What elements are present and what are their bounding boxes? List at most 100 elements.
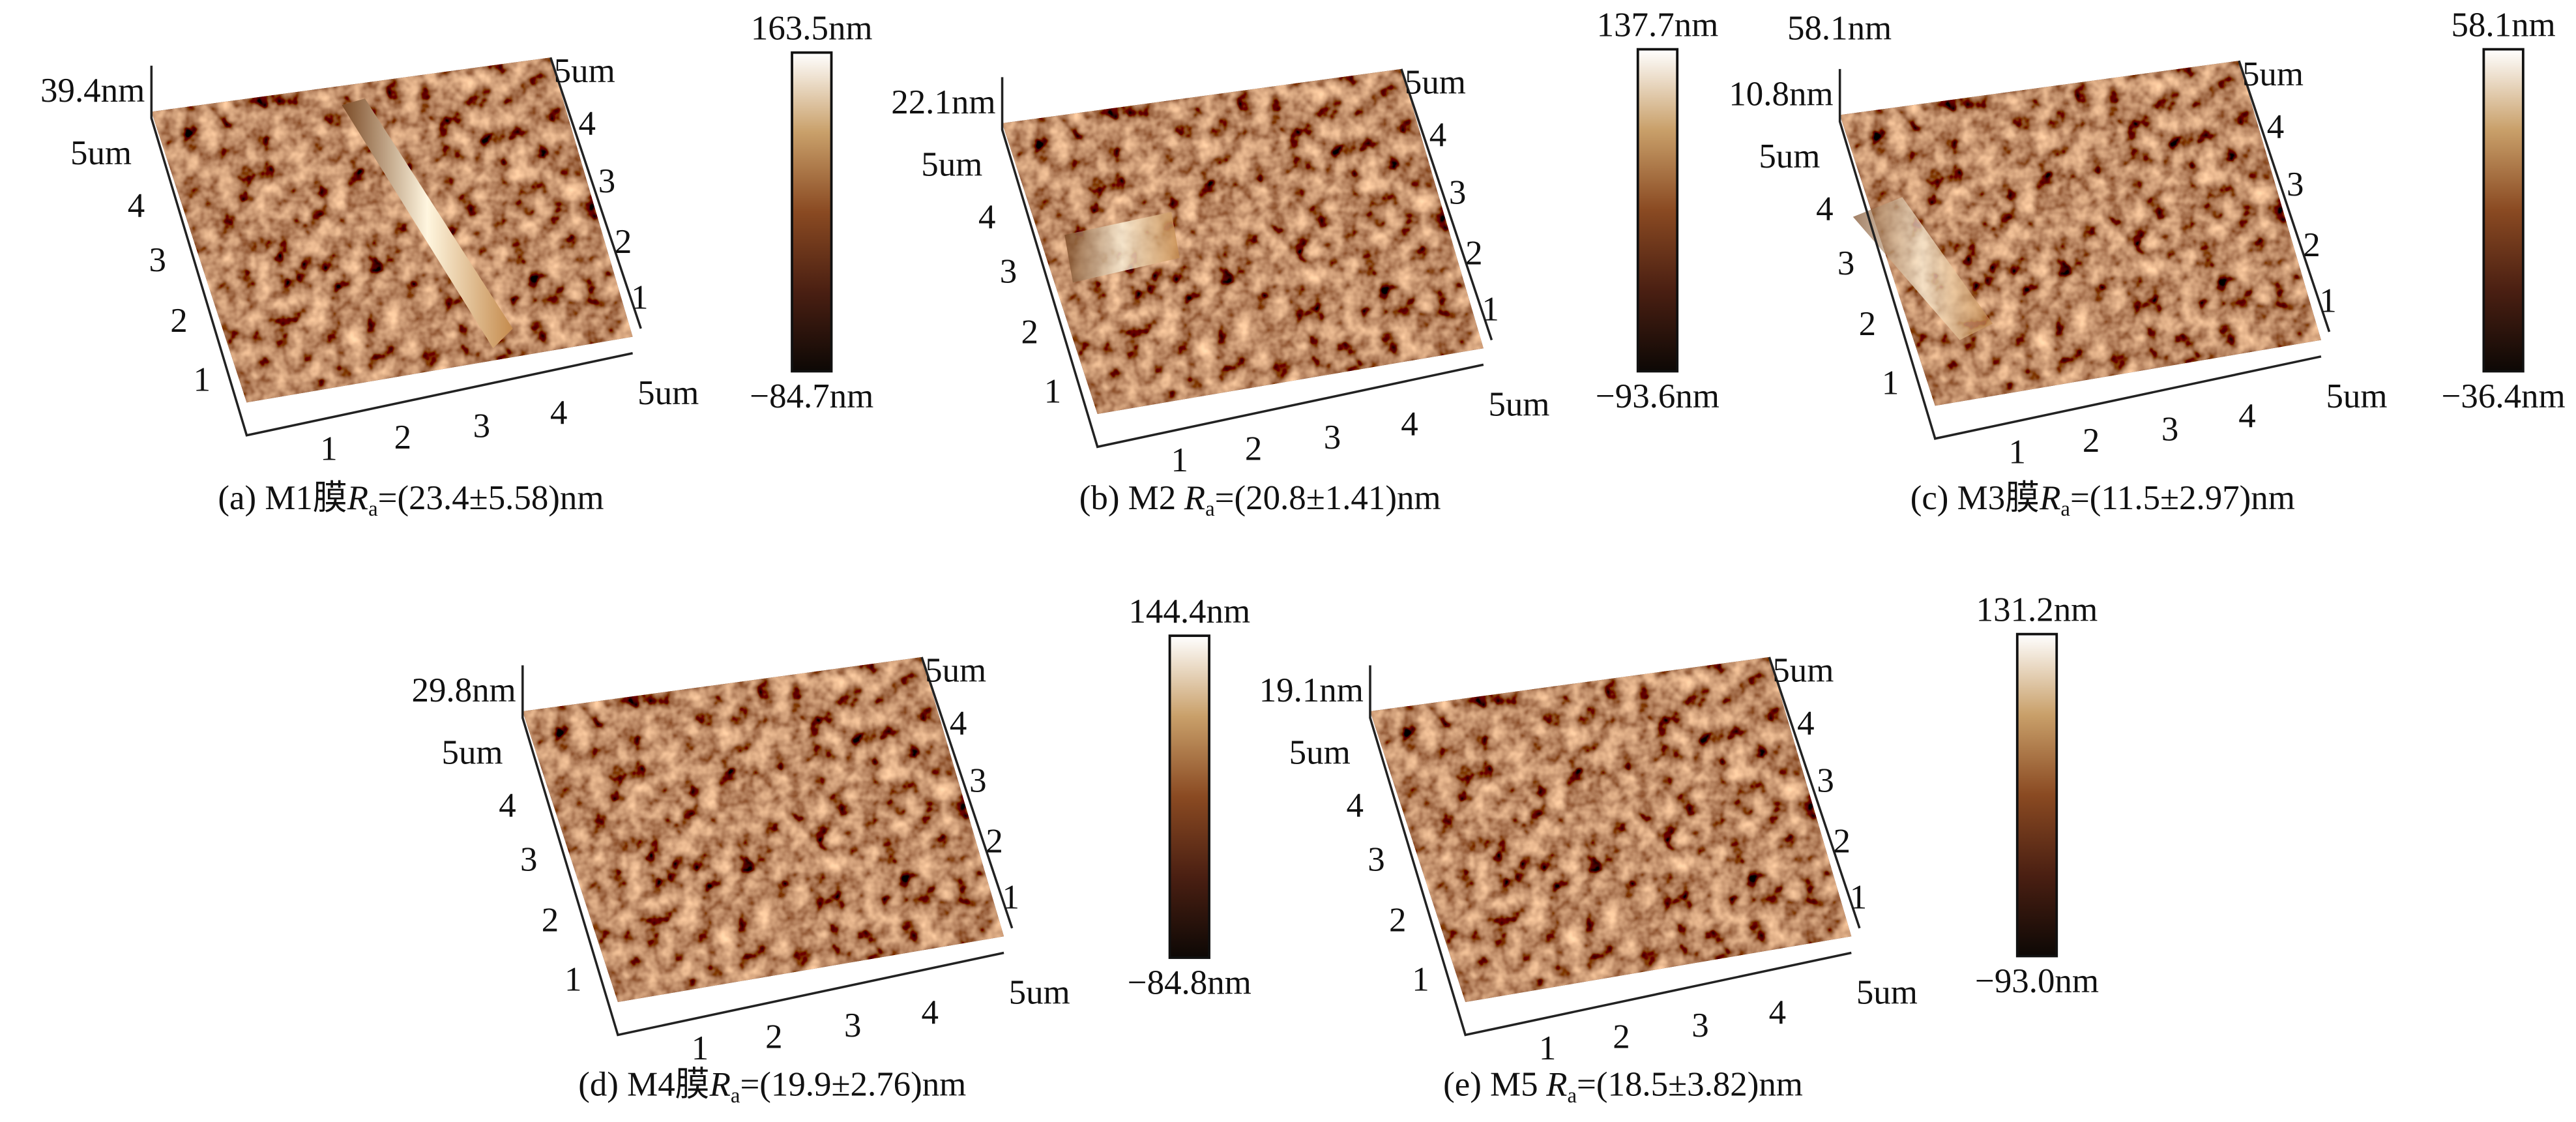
caption-subscript: a xyxy=(731,1084,740,1108)
bottom-tick-label: 4 xyxy=(2238,397,2255,435)
colorbar xyxy=(1168,634,1210,959)
caption-value: =(11.5±2.97)nm xyxy=(2070,479,2295,517)
caption: (c) M3膜Ra=(11.5±2.97)nm xyxy=(1910,479,2295,521)
surface-ridge xyxy=(1064,212,1180,283)
right-tick-label: 4 xyxy=(578,105,595,143)
bottom-tick-label: 1 xyxy=(1171,441,1188,479)
colorbar-max: 58.1nm xyxy=(2452,6,2556,44)
bottom-tick-label: 4 xyxy=(1401,406,1418,443)
axis-lines xyxy=(1369,657,1861,1037)
colorbar-max: 163.5nm xyxy=(751,9,873,47)
right-tick-label: 5um xyxy=(1772,652,1834,690)
colorbar-max: 137.7nm xyxy=(1597,6,1719,44)
left-tick-label: 4 xyxy=(978,198,995,236)
caption-label: (e) M5 xyxy=(1443,1066,1538,1104)
left-tick-label: 3 xyxy=(1368,840,1384,878)
right-tick-label: 4 xyxy=(1429,116,1446,154)
bottom-tick-label: 4 xyxy=(1769,994,1786,1031)
z-label: 29.8nm xyxy=(412,672,516,709)
right-tick-label: 2 xyxy=(1834,823,1851,861)
colorbar-min: −84.8nm xyxy=(1128,964,1251,1001)
right-tick-label: 1 xyxy=(1003,878,1019,916)
left-tick-label: 5um xyxy=(70,134,132,172)
left-tick-label: 1 xyxy=(1882,364,1899,402)
left-tick-label: 1 xyxy=(194,361,211,399)
left-tick-label: 3 xyxy=(520,840,537,878)
left-tick-label: 1 xyxy=(564,960,581,998)
left-tick-label: 1 xyxy=(1412,960,1429,998)
left-tick-label: 2 xyxy=(1021,314,1038,351)
right-tick-label: 4 xyxy=(2267,108,2284,146)
colorbar xyxy=(2015,632,2058,958)
caption-value: =(23.4±5.58)nm xyxy=(378,479,604,517)
left-tick-label: 5um xyxy=(921,146,982,184)
colorbar-min: −84.7nm xyxy=(750,377,873,415)
surface-texture xyxy=(1002,68,1484,414)
bottom-tick-label: 1 xyxy=(1539,1029,1556,1067)
caption: (e) M5 Ra=(18.5±3.82)nm xyxy=(1443,1066,1803,1108)
bottom-tick-label: 3 xyxy=(473,407,490,445)
caption-value: =(19.9±2.76)nm xyxy=(740,1066,966,1104)
bottom-tick-label: 2 xyxy=(1613,1018,1630,1056)
caption-symbol: R xyxy=(1545,1066,1567,1104)
caption-subscript: a xyxy=(1568,1084,1577,1108)
right-tick-label: 4 xyxy=(950,704,967,742)
bottom-tick-label: 5um xyxy=(1488,386,1549,424)
bottom-tick-label: 2 xyxy=(1245,430,1262,468)
colorbar-min: −93.6nm xyxy=(1596,377,1720,415)
axis-lines xyxy=(1001,68,1493,449)
left-tick-label: 2 xyxy=(1859,305,1876,343)
bottom-tick-label: 4 xyxy=(550,394,567,432)
caption: (b) M2 Ra=(20.8±1.41)nm xyxy=(1079,479,1441,521)
surface-texture xyxy=(151,57,633,403)
z-label: 22.1nm xyxy=(891,83,995,121)
left-tick-label: 2 xyxy=(542,902,559,939)
right-tick-label: 1 xyxy=(2319,282,2336,320)
surface-texture xyxy=(522,657,1004,1003)
caption-label: (a) M1膜 xyxy=(218,479,347,517)
surface-texture xyxy=(1369,657,1852,1003)
caption-label: (d) M4膜 xyxy=(578,1066,709,1104)
bottom-tick-label: 3 xyxy=(1691,1007,1708,1044)
bottom-tick-label: 3 xyxy=(844,1007,861,1044)
bottom-tick-label: 2 xyxy=(765,1018,782,1056)
bottom-tick-label: 1 xyxy=(2009,434,2026,471)
caption-subscript: a xyxy=(1205,497,1215,521)
colorbar-max: 144.4nm xyxy=(1128,593,1250,630)
caption-subscript: a xyxy=(2060,497,2070,521)
bottom-tick-label: 1 xyxy=(692,1029,709,1067)
left-tick-label: 4 xyxy=(128,187,145,225)
right-tick-label: 2 xyxy=(2303,226,2320,264)
right-tick-label: 3 xyxy=(2287,166,2304,203)
right-tick-label: 2 xyxy=(986,823,1003,861)
caption-label: (c) M3膜 xyxy=(1910,479,2040,517)
right-tick-label: 4 xyxy=(1797,704,1814,742)
colorbar xyxy=(791,51,833,373)
colorbar-max: 131.2nm xyxy=(1976,591,2098,628)
caption: (d) M4膜Ra=(19.9±2.76)nm xyxy=(578,1066,966,1108)
left-tick-label: 5um xyxy=(1289,734,1351,772)
right-tick-label: 3 xyxy=(969,762,986,800)
left-tick-label: 4 xyxy=(499,786,516,824)
caption-symbol: R xyxy=(2039,479,2060,517)
colorbar xyxy=(2482,48,2525,373)
right-tick-label: 1 xyxy=(1482,290,1499,328)
caption-symbol: R xyxy=(1184,479,1205,517)
left-tick-label: 5um xyxy=(441,734,503,772)
right-tick-label: 5um xyxy=(554,52,615,90)
axis-lines xyxy=(150,57,642,437)
caption-symbol: R xyxy=(347,479,368,517)
right-tick-label: 3 xyxy=(1817,762,1834,800)
colorbar xyxy=(1636,48,1679,373)
bottom-tick-label: 5um xyxy=(2326,377,2387,415)
bottom-tick-label: 1 xyxy=(320,430,337,468)
z-label: 10.8nm xyxy=(1729,75,1833,113)
bottom-tick-label: 2 xyxy=(394,419,411,456)
caption-subscript: a xyxy=(368,497,378,521)
right-tick-label: 2 xyxy=(1465,235,1482,273)
bottom-tick-label: 3 xyxy=(2161,410,2178,448)
